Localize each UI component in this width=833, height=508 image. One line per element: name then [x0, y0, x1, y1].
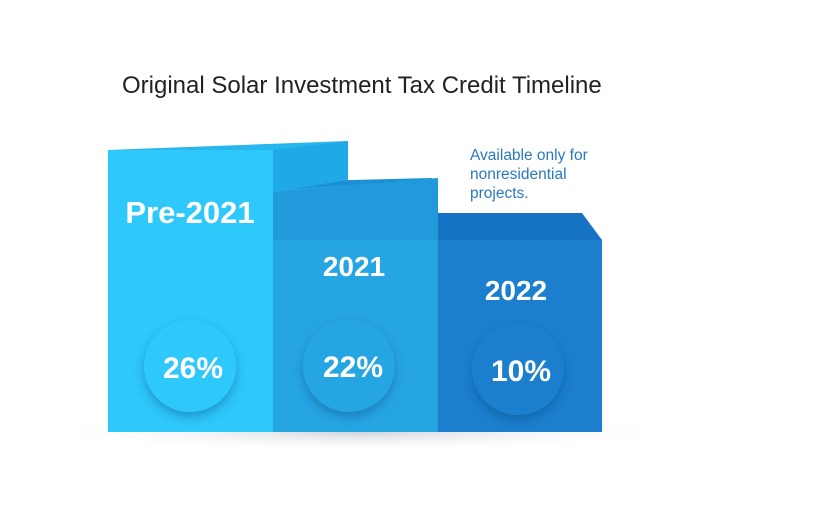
- category-label-2021: 2021: [323, 251, 385, 282]
- category-label-2022: 2022: [485, 275, 547, 306]
- data-label-pre-2021: 26%: [163, 352, 223, 385]
- value-circle-2022: [472, 323, 564, 415]
- value-circle-2021: [303, 320, 395, 412]
- category-label-pre-2021: Pre-2021: [125, 195, 254, 230]
- bar-2022-top: [438, 213, 602, 240]
- value-circle-pre-2021: [144, 320, 236, 412]
- chart-title: Original Solar Investment Tax Credit Tim…: [122, 72, 602, 99]
- bar-2021-cap: [273, 178, 438, 240]
- data-label-2022: 10%: [491, 355, 551, 388]
- data-label-2021: 22%: [323, 351, 383, 384]
- annotation-note: Available only for nonresidential projec…: [470, 147, 588, 202]
- bar-pre-2021-edge: [273, 141, 348, 192]
